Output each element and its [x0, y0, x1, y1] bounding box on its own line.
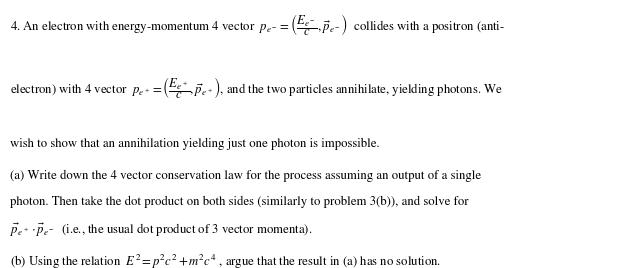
Text: (a) Write down the 4 vector conservation law for the process assuming an output : (a) Write down the 4 vector conservation… [10, 170, 481, 183]
Text: photon. Then take the dot product on both sides (similarly to problem 3(b)), and: photon. Then take the dot product on bot… [10, 196, 469, 209]
Text: 4. An electron with energy-momentum 4 vector  $p_{e^-} = \left(\dfrac{E_{e^-}}{c: 4. An electron with energy-momentum 4 ve… [10, 12, 505, 38]
Text: wish to show that an annihilation yielding just one photon is impossible.: wish to show that an annihilation yieldi… [10, 138, 380, 150]
Text: $\vec{p}_{e^+} \cdot \vec{p}_{e^-}$  (i.e., the usual dot product of 3 vector mo: $\vec{p}_{e^+} \cdot \vec{p}_{e^-}$ (i.e… [10, 222, 313, 239]
Text: electron) with 4 vector  $p_{e^+} = \left(\dfrac{E_{e^+}}{c}, \vec{p}_{e^+}\righ: electron) with 4 vector $p_{e^+} = \left… [10, 75, 503, 101]
Text: (b) Using the relation  $E^2 = p^2c^2 + m^2c^4$ , argue that the result in (a) h: (b) Using the relation $E^2 = p^2c^2 + m… [10, 253, 441, 268]
